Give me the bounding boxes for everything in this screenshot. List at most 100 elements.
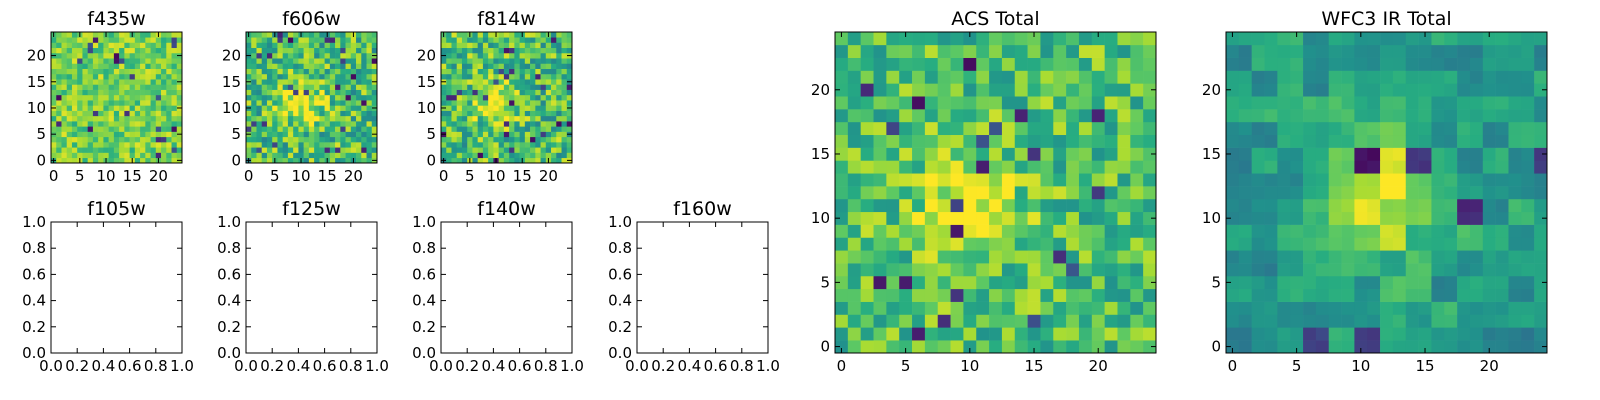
heatmap-cell [924,44,939,58]
heatmap-cell [251,142,257,148]
heatmap-cell [456,84,463,90]
heatmap-cell [472,157,478,164]
heatmap-cell [461,126,468,132]
heatmap-cell [847,121,861,136]
heatmap-cell [1014,237,1028,251]
heatmap-cell [145,131,151,138]
heatmap-cell [467,126,473,132]
x-tick-label: 0.2 [651,357,675,375]
heatmap-cell [1053,237,1067,251]
heatmap-cell [98,142,104,148]
x-tick-label: 0 [1228,357,1238,375]
heatmap-cell [124,79,130,85]
heatmap-cell [345,105,352,111]
heatmap-cell [498,42,505,49]
heatmap-cell [461,147,468,153]
heatmap-cell [298,63,304,69]
heatmap-cell [467,100,473,106]
heatmap-cell [1380,83,1394,97]
y-tick-label: 0.8 [217,239,241,257]
heatmap-cell [441,121,447,127]
heatmap-cell [1117,121,1131,136]
x-tick-label: 0.0 [625,357,649,375]
heatmap-cell [303,131,310,138]
heatmap-cell [51,115,57,122]
heatmap-cell [976,263,990,277]
heatmap-cell [899,186,913,200]
heatmap-cell [477,142,484,148]
heatmap-cell [161,152,167,159]
heatmap-cell [847,288,861,302]
heatmap-cell [509,110,515,117]
heatmap-cell [482,63,489,69]
heatmap-cell [1457,224,1471,238]
heatmap-cell [1040,32,1054,46]
heatmap-cell [1431,147,1445,161]
heatmap-cell [976,301,990,315]
heatmap-cell [356,147,362,153]
heatmap-cell [1367,224,1381,238]
heatmap-cell [540,147,547,153]
heatmap-cell [441,126,447,132]
heatmap-cell [545,94,552,101]
heatmap-cell [924,32,939,46]
heatmap-cell [303,63,310,69]
heatmap-cell [482,157,489,164]
heatmap-cell [493,42,499,49]
heatmap-cell [1130,237,1144,251]
heatmap-cell [150,89,157,96]
heatmap-cell [467,147,473,153]
heatmap-cell [51,42,57,49]
heatmap-cell [1001,121,1016,136]
heatmap-cell [366,131,373,138]
heatmap-cell [514,73,520,80]
heatmap-cell [1521,301,1535,315]
heatmap-cell [1521,32,1535,46]
heatmap-cell [1521,263,1535,277]
heatmap-cell [113,89,120,96]
heatmap-cell [71,89,78,96]
heatmap-cell [113,157,120,164]
heatmap-cell [899,340,913,354]
heatmap-cell [1027,275,1041,290]
heatmap-cell [446,105,452,111]
heatmap-cell [61,126,68,132]
heatmap-cell [847,70,861,84]
heatmap-cell [324,52,331,59]
heatmap-cell [155,121,162,127]
heatmap-cell [519,152,526,159]
heatmap-cell [1104,83,1118,97]
heatmap-cell [282,121,289,127]
heatmap-cell [166,157,172,164]
heatmap-cell [530,47,536,54]
heatmap-cell [92,131,99,138]
heatmap-cell [963,109,977,123]
heatmap-cell [150,136,157,143]
heatmap-cell [140,131,146,138]
heatmap-cell [441,73,447,80]
heatmap-cell [1495,173,1509,187]
heatmap-cell [287,110,294,117]
heatmap-cell [1418,198,1432,213]
heatmap-cell [82,52,88,59]
heatmap-cell [161,32,167,38]
heatmap-cell [113,115,120,122]
heatmap-cell [150,157,157,164]
heatmap-cell [976,340,990,354]
heatmap-cell [171,126,178,132]
heatmap-cell [835,263,849,277]
heatmap-cell [261,142,268,148]
heatmap-cell [246,58,252,64]
heatmap-cell [835,121,849,136]
heatmap-cell [335,73,341,80]
heatmap-cell [1469,70,1484,84]
heatmap-cell [1418,160,1432,174]
heatmap-cell [1078,147,1093,161]
heatmap-cell [1130,224,1144,238]
heatmap-cell [298,131,304,138]
heatmap-cell [103,63,109,69]
heatmap-cell [1482,57,1496,71]
x-tick-label: 15 [1024,357,1043,375]
heatmap-cell [847,263,861,277]
